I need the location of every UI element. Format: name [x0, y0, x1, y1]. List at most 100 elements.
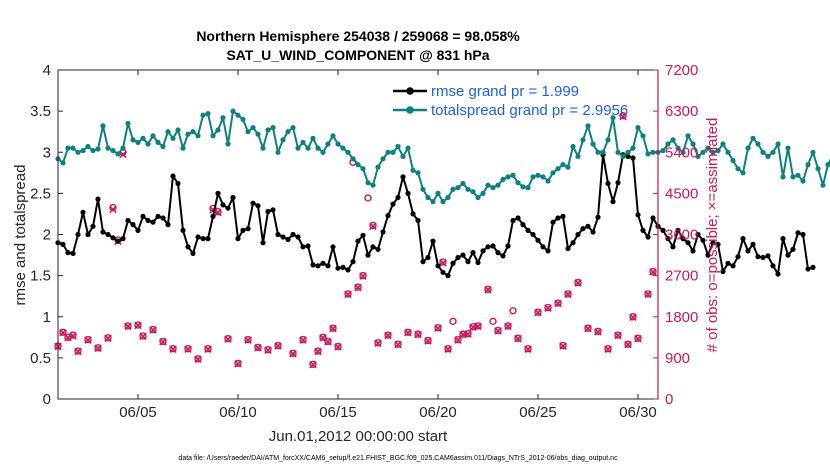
rmse-point: [630, 155, 636, 161]
obs-possible-point: [484, 285, 492, 294]
totalspread-point: [190, 129, 196, 135]
totalspread-point: [125, 120, 131, 127]
totalspread-point: [430, 199, 436, 205]
rmse-point: [705, 252, 711, 258]
totalspread-point: [500, 176, 506, 182]
obs-assimilated-point: [534, 308, 542, 317]
obs-assimilated-point: [329, 324, 337, 333]
obs-possible-point: [649, 267, 657, 276]
obs-possible-point: [224, 334, 232, 343]
totalspread-point: [790, 174, 796, 180]
rmse-point: [190, 250, 196, 256]
totalspread-point: [315, 145, 321, 151]
rmse-point: [725, 260, 731, 266]
rmse-point: [515, 215, 521, 221]
totalspread-point: [120, 145, 126, 151]
totalspread-point: [775, 141, 781, 147]
rmse-point: [245, 226, 251, 232]
totalspread-point: [155, 139, 161, 145]
legend-totalspread-marker: [406, 106, 414, 114]
rmse-point: [210, 213, 216, 219]
totalspread-point: [255, 131, 261, 137]
obs-assimilated-point: [69, 332, 77, 340]
obs-assimilated-point: [394, 340, 402, 349]
obs-possible-point: [574, 278, 582, 287]
totalspread-point: [320, 149, 326, 155]
totalspread-point: [330, 133, 336, 139]
rmse-point: [380, 229, 386, 235]
obs-assimilated-point: [224, 335, 232, 343]
rmse-point: [625, 153, 631, 159]
rmse-point: [775, 271, 781, 277]
totalspread-point: [360, 166, 366, 172]
obs-possible-point: [359, 271, 367, 280]
obs-possible-point: [594, 327, 602, 336]
totalspread-point: [100, 123, 106, 129]
totalspread-point: [575, 153, 581, 159]
rmse-point: [700, 237, 706, 243]
rmse-point: [595, 214, 601, 220]
rmse-point: [100, 229, 106, 235]
totalspread-point: [230, 108, 236, 114]
totalspread-point: [215, 127, 221, 133]
obs-assimilated-point: [289, 349, 297, 358]
rmse-point: [715, 241, 721, 247]
obs-assimilated-point: [614, 331, 622, 340]
rmse-point: [635, 212, 641, 218]
totalspread-point: [755, 141, 761, 147]
totalspread-point: [645, 151, 651, 157]
totalspread-point: [240, 116, 246, 122]
obs-possible-point: [564, 290, 572, 298]
rmse-point: [145, 217, 151, 224]
obs-assimilated-point: [94, 344, 102, 353]
rmse-point: [795, 230, 801, 236]
totalspread-point: [345, 149, 351, 155]
data-file-footnote: data file: /Users/raeder/DAI/ATM_forcXX/…: [178, 455, 618, 462]
obs-possible-point: [104, 334, 112, 342]
obs-assimilated-point: [464, 330, 472, 338]
totalspread-point: [620, 153, 626, 159]
totalspread-point: [560, 162, 566, 168]
totalspread-point: [195, 133, 201, 139]
totalspread-point: [400, 153, 406, 159]
rmse-point: [690, 248, 696, 254]
obs-assimilated-point: [64, 334, 72, 342]
rmse-point: [225, 205, 231, 211]
obs-possible-point: [59, 328, 67, 336]
rmse-point: [345, 267, 351, 273]
obs-assimilated-point: [314, 347, 322, 356]
totalspread-point: [695, 153, 701, 159]
totalspread-point: [470, 189, 476, 195]
obs-possible-point: [354, 283, 362, 291]
obs-assimilated-point: [254, 344, 262, 352]
obs-assimilated-point: [374, 339, 382, 348]
totalspread-point: [690, 141, 696, 147]
rmse-series-line: [57, 153, 814, 277]
rmse-point: [285, 236, 291, 242]
rmse-point: [295, 234, 301, 240]
totalspread-point: [525, 185, 531, 191]
obs-possible-point: [644, 290, 652, 298]
obs-assimilated-point: [444, 345, 452, 353]
rmse-point: [770, 263, 776, 269]
obs-assimilated-point: [234, 360, 242, 368]
rmse-point: [760, 254, 766, 261]
x-tick-label: 06/10: [219, 404, 257, 421]
totalspread-point: [455, 185, 461, 191]
rmse-point: [455, 254, 461, 261]
rmse-point: [575, 231, 581, 238]
obs-possible-point: [559, 341, 567, 350]
obs-assimilated-point: [504, 322, 512, 331]
obs-assimilated-point: [74, 347, 82, 356]
totalspread-point: [490, 185, 496, 191]
obs-assimilated-point: [169, 345, 177, 353]
obs-possible-point: [444, 345, 452, 353]
rmse-point: [150, 219, 156, 225]
totalspread-point: [130, 137, 136, 143]
totalspread-point: [135, 139, 141, 145]
y-tick-label: 2.5: [30, 185, 51, 202]
rmse-point: [650, 215, 656, 221]
rmse-point: [235, 236, 241, 242]
rmse-point: [275, 231, 281, 238]
totalspread-point: [300, 139, 306, 145]
